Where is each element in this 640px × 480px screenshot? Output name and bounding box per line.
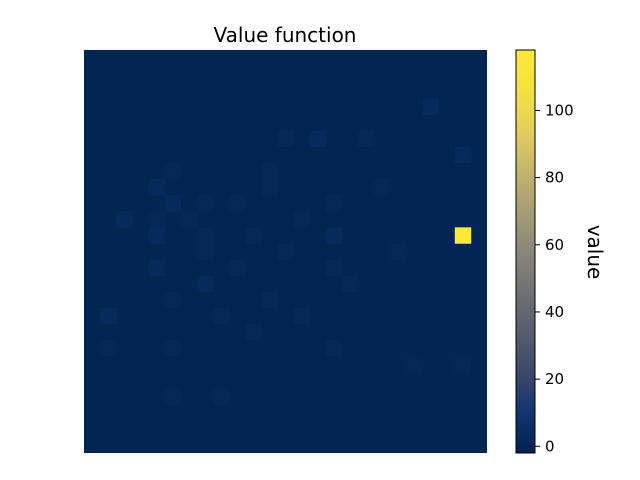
heatmap-cell xyxy=(164,340,182,357)
heatmap-cell xyxy=(229,195,246,212)
colorbar-tick-label: 20 xyxy=(545,370,564,388)
heatmap-cell xyxy=(164,291,182,309)
heatmap-cell xyxy=(196,227,214,244)
colorbar xyxy=(515,49,536,454)
colorbar-tick-label: 40 xyxy=(545,303,564,321)
colorbar-tick-label: 80 xyxy=(545,169,564,187)
heatmap-cell xyxy=(212,388,230,405)
heatmap-cell xyxy=(277,243,294,260)
heatmap-cell xyxy=(454,146,472,164)
heatmap-cell xyxy=(406,356,423,373)
heatmap-cell xyxy=(164,162,182,180)
colorbar-label: value xyxy=(583,225,607,280)
heatmap-cell xyxy=(100,307,117,325)
heatmap-cell xyxy=(454,356,472,373)
heatmap-cell xyxy=(309,130,327,148)
heatmap-cell xyxy=(454,227,472,244)
colorbar-tick-label: 60 xyxy=(545,236,564,254)
heatmap-cell xyxy=(341,275,359,293)
heatmap-cell xyxy=(277,130,294,148)
heatmap-cell xyxy=(261,178,278,196)
colorbar-tick-label: 0 xyxy=(545,437,555,455)
heatmap-cell xyxy=(148,259,165,276)
heatmap-cell xyxy=(325,195,343,212)
heatmap-cell xyxy=(148,211,165,228)
heatmap-cell xyxy=(229,259,246,276)
heatmap-cell xyxy=(293,307,310,325)
heatmap-cell xyxy=(325,227,343,244)
heatmap-cell xyxy=(100,340,117,357)
heatmap-cell xyxy=(196,275,214,293)
colorbar-ticks: 0 20 40 60 80 100 xyxy=(535,101,574,455)
heatmap-cell xyxy=(358,130,375,148)
heatmap-cell xyxy=(196,195,214,212)
heatmap-cell xyxy=(390,243,407,260)
heatmap-cell xyxy=(422,98,439,115)
chart-title: Value function xyxy=(214,23,357,47)
heatmap-cell xyxy=(261,162,278,180)
colorbar-tick-label: 100 xyxy=(545,101,574,119)
heatmap-cell xyxy=(116,211,133,228)
heatmap-cell xyxy=(148,178,165,196)
heatmap-cell xyxy=(196,243,214,260)
heatmap-cell xyxy=(245,227,262,244)
heatmap-cell xyxy=(374,178,391,196)
heatmap-cell xyxy=(293,211,310,228)
heatmap-cell xyxy=(180,211,198,228)
heatmap-cell xyxy=(164,195,182,212)
heatmap-cell xyxy=(325,259,343,276)
heatmap-cell xyxy=(212,307,230,325)
heatmap-cell xyxy=(245,324,262,341)
heatmap-cell xyxy=(164,388,182,405)
heatmap-grid xyxy=(84,50,487,453)
heatmap-cell xyxy=(325,340,343,357)
heatmap-cell xyxy=(148,227,165,244)
heatmap-cell xyxy=(261,291,278,309)
